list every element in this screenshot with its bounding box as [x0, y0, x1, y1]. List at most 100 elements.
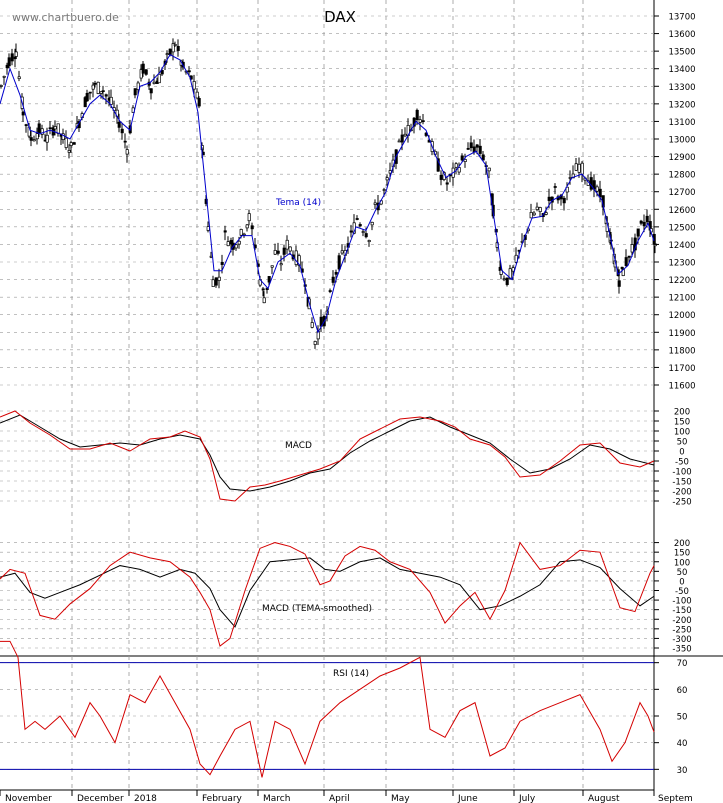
y-tick-label: 150 [674, 418, 690, 428]
price-candle-body [245, 224, 249, 229]
x-tick-label: July [518, 794, 536, 803]
y-tick-label: 50 [677, 438, 688, 448]
price-candle-body [273, 250, 277, 255]
price-candle-body [337, 255, 341, 270]
price-candle-body [415, 109, 419, 120]
price-candle-body [223, 230, 227, 233]
price-candle-body [574, 163, 578, 171]
price-candle-body [32, 139, 36, 142]
y-tick-label: -200 [672, 488, 691, 498]
price-candle-body [261, 288, 265, 291]
y-tick-label: -50 [675, 587, 689, 597]
price-candle-body [157, 73, 161, 84]
y-tick-label: 12500 [668, 223, 695, 233]
price-candle-body [171, 43, 175, 53]
x-tick-label: March [263, 794, 290, 803]
price-candle-body [234, 244, 238, 249]
price-candle-body [152, 81, 156, 84]
price-candle-body [617, 280, 621, 287]
price-candle-body [642, 221, 646, 227]
price-candle-body [373, 202, 377, 205]
price-candle-body [544, 212, 548, 215]
price-candle-body [595, 186, 599, 192]
y-tick-label: 13300 [668, 83, 695, 93]
price-candle-body [136, 82, 140, 90]
price-candle-body [5, 64, 9, 69]
y-tick-label: 12300 [668, 259, 695, 269]
price-candle-body [247, 213, 251, 222]
price-candle-body [226, 241, 230, 247]
price-candle-body [141, 63, 145, 74]
x-tick-label: May [391, 794, 410, 803]
chart-title: DAX [324, 8, 356, 26]
price-candle-body [37, 123, 41, 134]
price-candle-body [382, 189, 386, 191]
price-candle-body [192, 81, 196, 90]
price-candle-body [400, 134, 404, 143]
price-candle-body [361, 231, 365, 233]
y-tick-label: -50 [675, 458, 689, 468]
y-tick-label: -250 [672, 625, 691, 635]
price-candle-body [64, 137, 68, 148]
price-candle-body [279, 263, 283, 266]
y-tick-label: -150 [672, 478, 691, 488]
x-tick-label: Septem [658, 794, 693, 803]
macd-series-line [0, 541, 655, 647]
price-candle-body [176, 45, 180, 51]
price-candle-body [267, 276, 271, 283]
price-candle-body [403, 133, 407, 137]
price-candle-body [187, 70, 191, 73]
price-candle-body [297, 255, 301, 266]
price-candle-body [481, 154, 485, 161]
price-candle-body [117, 121, 121, 128]
price-candle-body [104, 94, 108, 97]
price-candle-body [56, 123, 60, 134]
price-candle-body [645, 215, 649, 223]
price-candle-body [101, 90, 105, 92]
y-tick-label: 11600 [668, 382, 695, 392]
price-candle-body [239, 229, 243, 236]
price-candle-body [577, 163, 581, 173]
price-candle-body [478, 145, 482, 154]
price-candle-body [562, 197, 566, 204]
x-tick-label: August [588, 794, 620, 803]
price-candle-body [282, 247, 286, 255]
y-tick-label: 12600 [668, 206, 695, 216]
x-tick-label: June [457, 794, 478, 803]
price-candle-body [580, 162, 584, 175]
y-tick-label: 13200 [668, 100, 695, 110]
price-candle-body [571, 173, 575, 179]
price-candle-body [149, 88, 153, 94]
price-candle-body [565, 186, 569, 193]
y-tick-label: 13700 [668, 13, 695, 23]
price-candle-body [334, 272, 338, 275]
price-candle-body [168, 48, 172, 55]
price-candle-body [61, 133, 65, 140]
price-candle-body [328, 290, 332, 292]
price-candle-body [72, 142, 76, 145]
price-candle-body [276, 250, 280, 254]
price-candle-body [91, 84, 95, 90]
y-tick-label: 13100 [668, 118, 695, 128]
price-candle-body [40, 128, 44, 135]
price-candle-body [460, 155, 464, 161]
y-tick-label: 70 [677, 659, 688, 669]
price-candle-body [69, 142, 73, 146]
price-candle-body [83, 97, 87, 108]
rsi-line [0, 640, 655, 778]
y-tick-label: 50 [677, 713, 688, 723]
price-candle-body [242, 233, 246, 236]
price-candle-body [630, 244, 634, 253]
price-candle-body [21, 111, 25, 116]
price-candle-body [206, 226, 210, 231]
price-candle-body [35, 133, 39, 140]
price-candle-body [475, 144, 479, 148]
price-candle-body [436, 158, 440, 172]
price-candle-body [445, 182, 449, 185]
price-candle-body [14, 51, 18, 57]
price-candle-body [532, 212, 536, 216]
price-candle-body [214, 277, 218, 286]
y-tick-label: 12800 [668, 171, 695, 181]
y-tick-label: -200 [672, 616, 691, 626]
